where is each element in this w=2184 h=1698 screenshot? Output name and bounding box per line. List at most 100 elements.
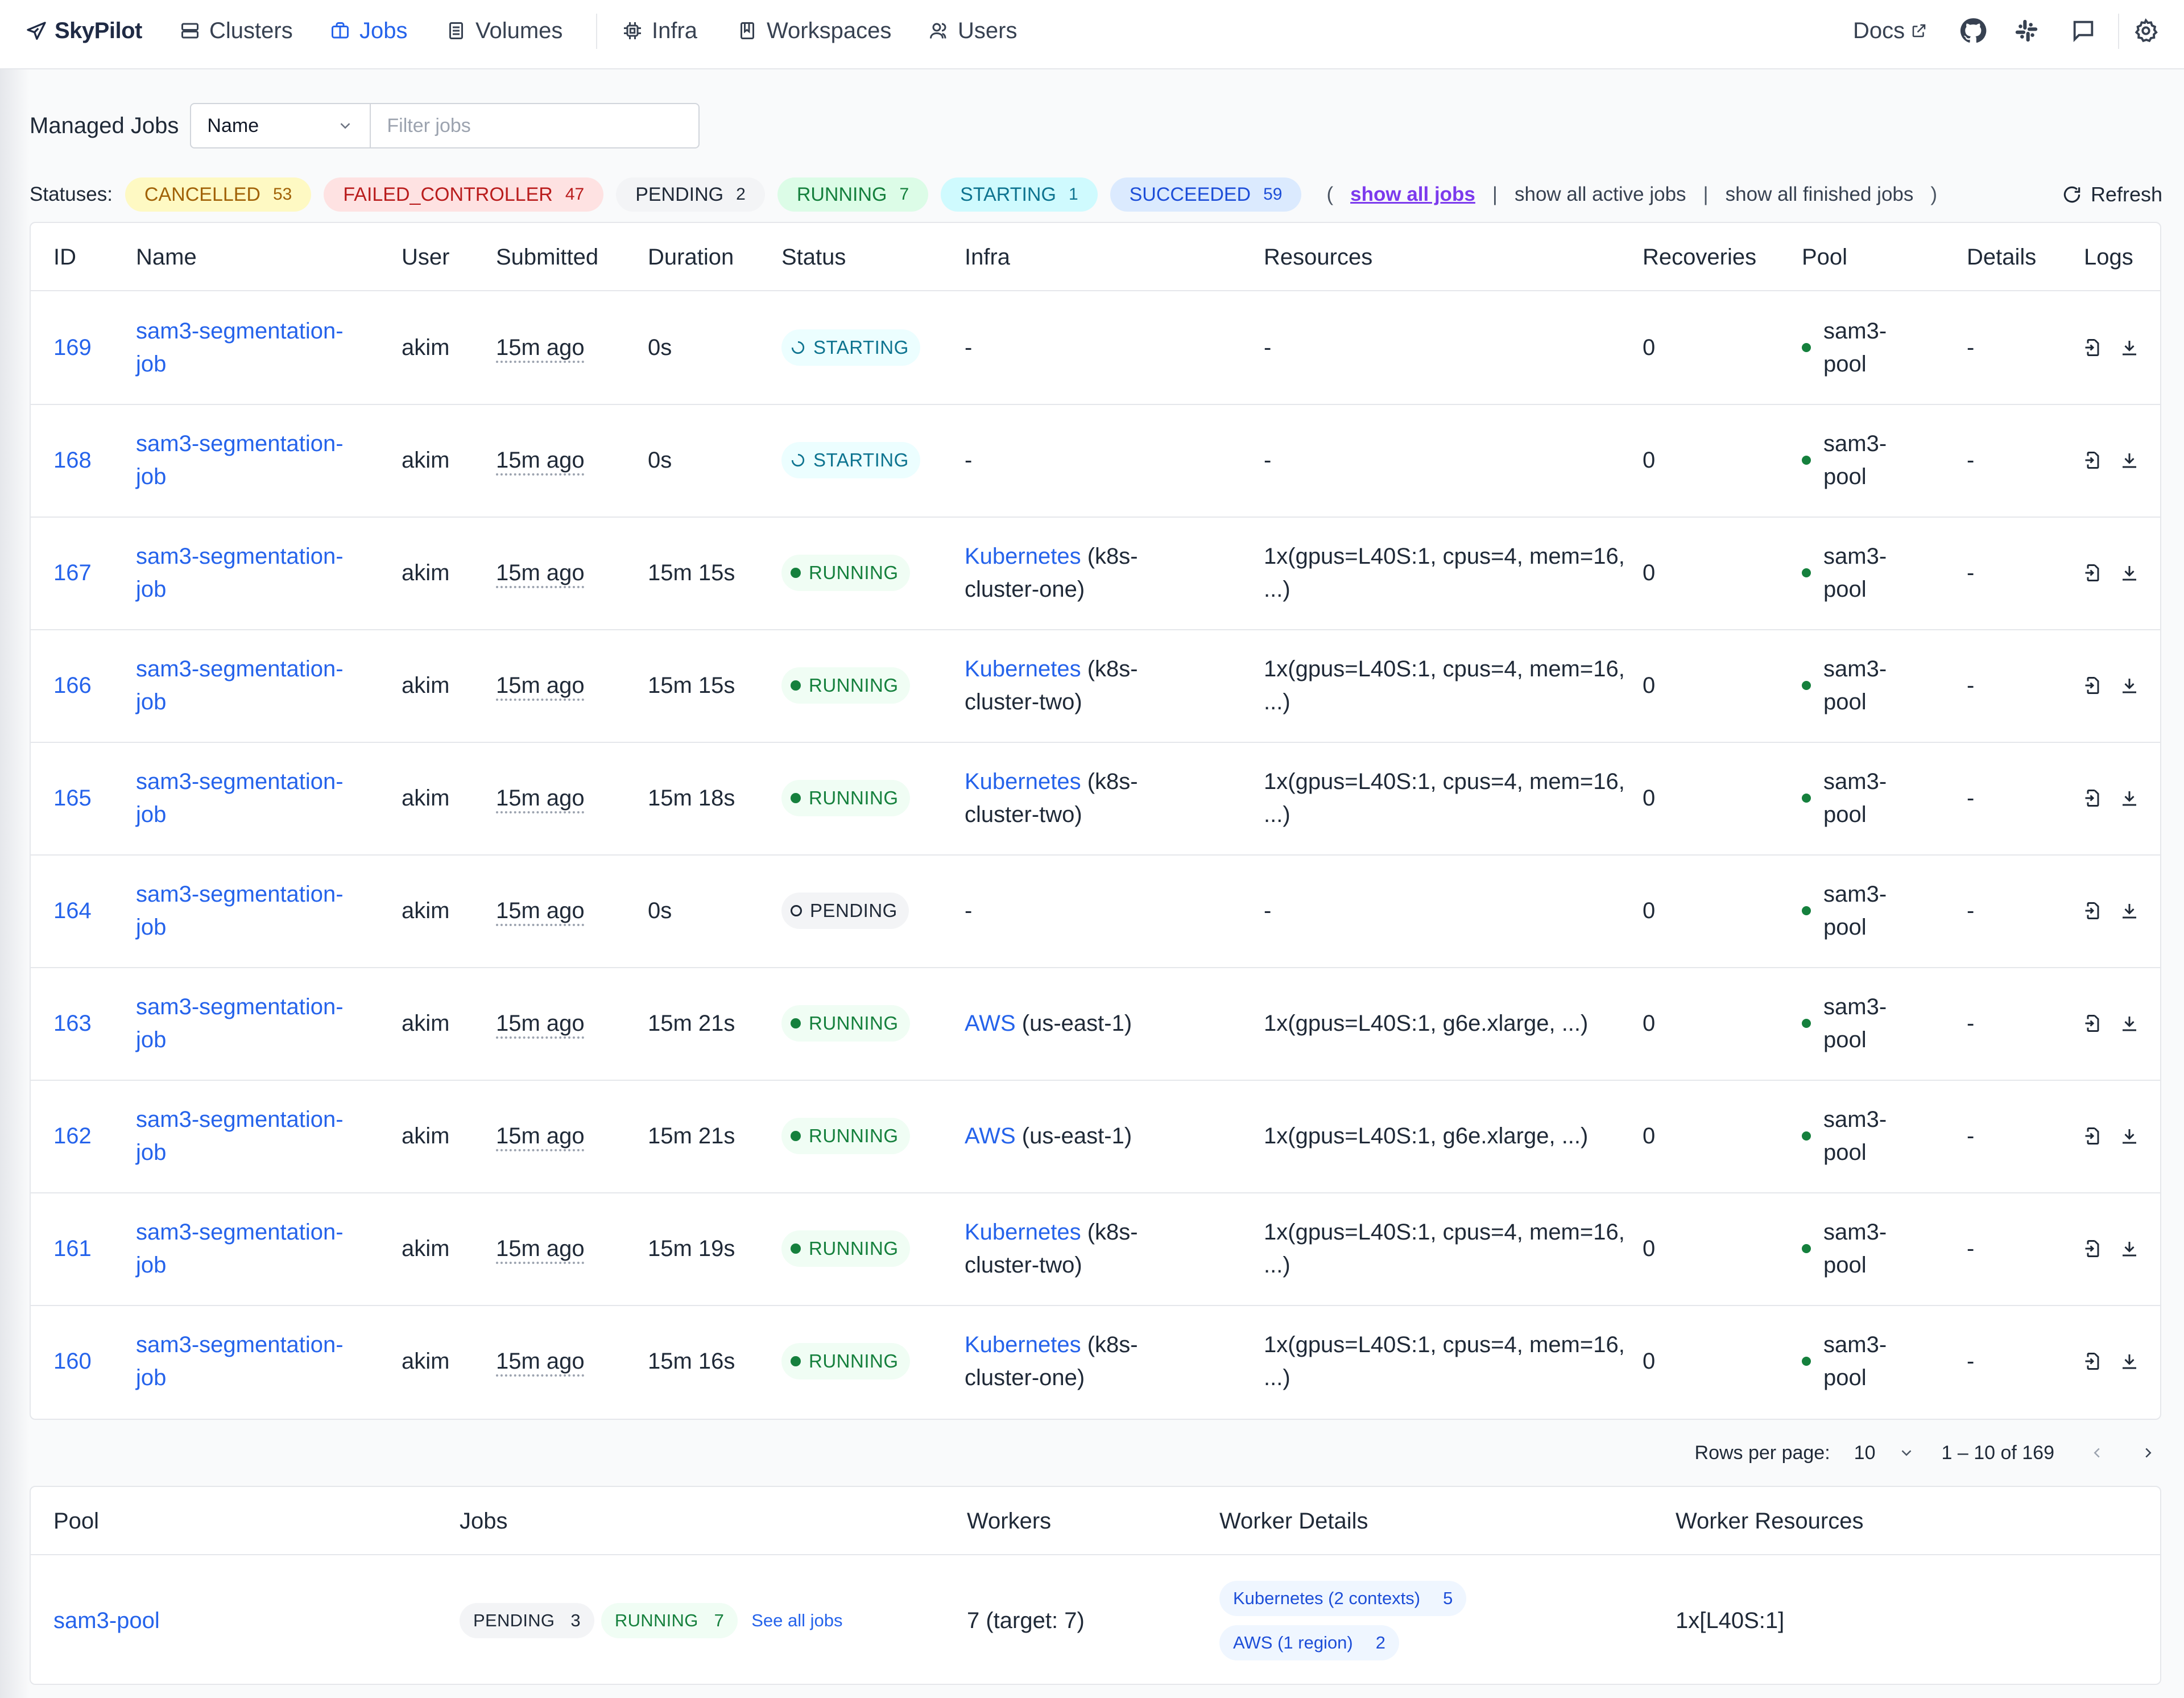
- download-logs-button[interactable]: [2119, 900, 2140, 921]
- job-details: -: [1967, 898, 1975, 923]
- download-logs-button[interactable]: [2119, 1013, 2140, 1034]
- filter-field-select[interactable]: Name: [190, 103, 371, 148]
- job-name-link[interactable]: sam3-segmentation-job: [136, 882, 344, 940]
- job-id-link[interactable]: 169: [53, 335, 92, 360]
- view-logs-icon: [2085, 452, 2099, 469]
- nav-jobs[interactable]: Jobs: [330, 16, 408, 46]
- pool-status-dot-icon: [1802, 1357, 1811, 1366]
- download-logs-button[interactable]: [2119, 450, 2140, 470]
- infra-link[interactable]: Kubernetes: [965, 656, 1081, 681]
- status-dot-icon: [791, 1018, 801, 1028]
- job-id-link[interactable]: 161: [53, 1236, 92, 1261]
- nav-clusters[interactable]: Clusters: [180, 16, 293, 46]
- view-logs-button[interactable]: [2083, 1013, 2103, 1034]
- job-name-link[interactable]: sam3-segmentation-job: [136, 544, 344, 602]
- job-name-link[interactable]: sam3-segmentation-job: [136, 656, 344, 714]
- column-header-name[interactable]: Name: [136, 244, 197, 270]
- github-button[interactable]: [1959, 16, 1987, 46]
- view-logs-button[interactable]: [2083, 788, 2103, 808]
- jobs-toolbar: Managed Jobs Name: [30, 102, 700, 149]
- column-header-user[interactable]: User: [402, 244, 450, 270]
- column-header-recoveries[interactable]: Recoveries: [1643, 244, 1757, 270]
- infra-link[interactable]: Kubernetes: [965, 1332, 1081, 1357]
- infra-link[interactable]: Kubernetes: [965, 769, 1081, 794]
- job-name-link[interactable]: sam3-segmentation-job: [136, 1107, 344, 1165]
- show-all-jobs-link[interactable]: show all jobs: [1350, 183, 1475, 205]
- pool-job-chip-running[interactable]: RUNNING 7: [601, 1603, 738, 1638]
- view-logs-button[interactable]: [2083, 337, 2103, 358]
- download-logs-button[interactable]: [2119, 1238, 2140, 1259]
- job-duration: 15m 15s: [648, 560, 735, 585]
- infra-link[interactable]: AWS: [965, 1123, 1016, 1148]
- settings-button[interactable]: [2133, 16, 2159, 46]
- infra-link[interactable]: AWS: [965, 1011, 1016, 1036]
- download-logs-button[interactable]: [2119, 1126, 2140, 1146]
- job-id-link[interactable]: 166: [53, 673, 92, 698]
- job-id-link[interactable]: 167: [53, 560, 92, 585]
- job-name-link[interactable]: sam3-segmentation-job: [136, 1220, 344, 1278]
- status-chip-failed-controller[interactable]: FAILED_CONTROLLER 47: [324, 177, 604, 212]
- job-id-link[interactable]: 163: [53, 1011, 92, 1036]
- job-id-link[interactable]: 168: [53, 448, 92, 473]
- job-name-link[interactable]: sam3-segmentation-job: [136, 1332, 344, 1390]
- nav-workspaces[interactable]: Workspaces: [737, 16, 891, 46]
- nav-clusters-label: Clusters: [209, 18, 293, 43]
- rows-per-page-select[interactable]: 10: [1854, 1442, 1916, 1464]
- column-header-duration[interactable]: Duration: [648, 244, 734, 270]
- view-logs-button[interactable]: [2083, 900, 2103, 921]
- job-id-link[interactable]: 162: [53, 1123, 92, 1148]
- job-id-link[interactable]: 164: [53, 898, 92, 923]
- job-name-link[interactable]: sam3-segmentation-job: [136, 994, 344, 1052]
- job-name-link[interactable]: sam3-segmentation-job: [136, 769, 344, 827]
- pool-name-link[interactable]: sam3-pool: [53, 1555, 160, 1686]
- download-logs-button[interactable]: [2119, 1351, 2140, 1371]
- chip-label: STARTING: [960, 183, 1056, 205]
- job-id-link[interactable]: 165: [53, 786, 92, 811]
- view-logs-button[interactable]: [2083, 1126, 2103, 1146]
- column-header-submitted[interactable]: Submitted: [496, 244, 599, 270]
- download-logs-button[interactable]: [2119, 788, 2140, 808]
- brand-logo[interactable]: SkyPilot: [25, 18, 142, 44]
- column-header-infra[interactable]: Infra: [965, 244, 1011, 270]
- infra-link[interactable]: Kubernetes: [965, 544, 1081, 569]
- infra-link[interactable]: Kubernetes: [965, 1220, 1081, 1245]
- column-header-id[interactable]: ID: [53, 244, 76, 270]
- column-header-pool[interactable]: Pool: [1802, 244, 1848, 270]
- docs-link[interactable]: Docs: [1853, 16, 1927, 46]
- view-logs-button[interactable]: [2083, 450, 2103, 470]
- status-chip-running[interactable]: RUNNING 7: [777, 177, 929, 212]
- refresh-button[interactable]: Refresh: [2061, 176, 2162, 213]
- nav-users[interactable]: Users: [928, 16, 1017, 46]
- status-chip-succeeded[interactable]: SUCCEEDED 59: [1110, 177, 1302, 212]
- status-chip-starting[interactable]: STARTING 1: [941, 177, 1098, 212]
- slack-button[interactable]: [2013, 16, 2040, 46]
- view-logs-button[interactable]: [2083, 563, 2103, 583]
- status-chip-cancelled[interactable]: CANCELLED 53: [125, 177, 312, 212]
- show-active-jobs-link[interactable]: show all active jobs: [1515, 183, 1686, 205]
- previous-page-button[interactable]: [2088, 1444, 2106, 1461]
- column-header-resources[interactable]: Resources: [1264, 244, 1373, 270]
- see-all-jobs-link[interactable]: See all jobs: [751, 1610, 843, 1630]
- job-name-link[interactable]: sam3-segmentation-job: [136, 319, 344, 377]
- download-logs-button[interactable]: [2119, 337, 2140, 358]
- table-row: 166 sam3-segmentation-job akim 15m ago 15m 1…: [31, 629, 2160, 743]
- column-header-status[interactable]: Status: [781, 244, 846, 270]
- job-id-link[interactable]: 160: [53, 1349, 92, 1374]
- worker-detail-chip-aws[interactable]: AWS (1 region) 2: [1219, 1625, 1399, 1660]
- pool-status-dot-icon: [1802, 456, 1811, 465]
- view-logs-button[interactable]: [2083, 675, 2103, 696]
- next-page-button[interactable]: [2140, 1444, 2157, 1461]
- pool-job-chip-pending[interactable]: PENDING 3: [460, 1603, 594, 1638]
- download-logs-button[interactable]: [2119, 563, 2140, 583]
- nav-volumes[interactable]: Volumes: [446, 16, 562, 46]
- job-name-link[interactable]: sam3-segmentation-job: [136, 431, 344, 489]
- worker-detail-chip-kubernetes[interactable]: Kubernetes (2 contexts) 5: [1219, 1581, 1467, 1616]
- view-logs-button[interactable]: [2083, 1351, 2103, 1371]
- nav-infra[interactable]: Infra: [622, 16, 697, 46]
- feedback-button[interactable]: [2070, 16, 2096, 46]
- show-finished-jobs-link[interactable]: show all finished jobs: [1725, 183, 1914, 205]
- filter-jobs-input[interactable]: [371, 103, 700, 148]
- view-logs-button[interactable]: [2083, 1238, 2103, 1259]
- status-chip-pending[interactable]: PENDING 2: [616, 177, 765, 212]
- download-logs-button[interactable]: [2119, 675, 2140, 696]
